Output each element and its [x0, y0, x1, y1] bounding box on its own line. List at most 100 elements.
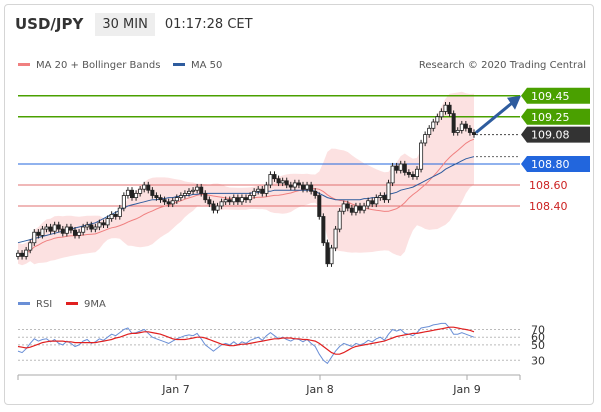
candle-body: [337, 210, 342, 230]
candle-body: [423, 134, 428, 144]
candle-body: [309, 184, 314, 192]
rsi-legend-label-1: RSI: [36, 299, 52, 310]
candle-body: [219, 201, 224, 207]
candle-body: [447, 104, 452, 114]
candle-body: [20, 252, 25, 257]
legend-swatch-1: [18, 63, 30, 66]
candle-body: [362, 205, 367, 211]
candle-body: [203, 192, 208, 201]
candle-body: [349, 207, 354, 213]
candle-body: [288, 184, 293, 188]
candle-body: [207, 199, 212, 205]
candle-body: [325, 242, 330, 265]
candle-body: [252, 190, 257, 196]
candle-body: [85, 224, 90, 228]
level-tag-3: [521, 126, 590, 143]
candle-body: [410, 174, 415, 177]
chart-header: USD/JPY 30 MIN 01:17:28 CET: [15, 10, 253, 38]
candle-body: [174, 197, 179, 202]
candle-body: [305, 184, 310, 190]
candle-body: [195, 186, 200, 191]
candle-body: [345, 203, 350, 209]
candle-body: [276, 178, 281, 184]
candle-body: [24, 249, 29, 257]
legend-label-2: MA 50: [191, 60, 222, 71]
candle-body: [427, 127, 432, 136]
candle-body: [117, 207, 122, 217]
candle-body: [36, 231, 41, 236]
rsi-tick-60: 60: [531, 331, 545, 344]
candle-body: [154, 195, 159, 198]
candle-body: [142, 184, 147, 190]
candle-body: [357, 205, 362, 211]
credit-text: Research © 2020 Trading Central: [419, 60, 586, 71]
candle-body: [341, 203, 346, 212]
candle-body: [15, 252, 20, 257]
candle-body: [56, 224, 61, 230]
candle-body: [406, 171, 411, 175]
candle-body: [166, 201, 171, 205]
candle-body: [268, 174, 273, 186]
candle-body: [366, 200, 371, 207]
candle-body: [178, 195, 183, 198]
candle-body: [68, 226, 73, 231]
candle-body: [199, 186, 204, 194]
candle-body: [138, 188, 143, 194]
candle-body: [313, 190, 318, 196]
candle-body: [64, 226, 69, 234]
candle-body: [52, 224, 57, 232]
candle-body: [97, 222, 102, 228]
candle-body: [223, 199, 228, 203]
candle-body: [32, 231, 37, 244]
candle-body: [191, 189, 196, 192]
candle-body: [40, 228, 45, 236]
candle-body: [390, 165, 395, 184]
candle-body: [471, 132, 476, 135]
candle-body: [439, 111, 444, 118]
candle-body: [77, 231, 82, 236]
candle-body: [451, 113, 456, 133]
candle-body: [101, 222, 106, 226]
candle-body: [73, 229, 78, 236]
level-tag-1: [521, 87, 590, 104]
rsi-legend-label-2: 9MA: [84, 299, 106, 310]
candle-body: [44, 226, 49, 230]
candle-body: [459, 123, 464, 131]
candle-body: [93, 226, 98, 230]
candle-body: [264, 184, 269, 194]
candle-body: [280, 180, 285, 184]
candle-body: [256, 188, 261, 192]
candle-body: [394, 165, 399, 171]
rsi-tick-30: 30: [531, 354, 545, 367]
candle-body: [414, 168, 419, 177]
level-tag-2: [521, 108, 590, 125]
candle-body: [378, 195, 383, 198]
candle-body: [317, 195, 322, 217]
candle-body: [235, 197, 240, 203]
timeframe-badge[interactable]: 30 MIN: [95, 12, 155, 36]
ma50-line: [17, 156, 475, 244]
candle-body: [300, 184, 305, 190]
candle-body: [292, 182, 297, 188]
candle-body: [443, 104, 448, 112]
candle-body: [158, 197, 163, 201]
candle-body: [113, 213, 118, 217]
x-tick-label-3: Jan 8: [305, 383, 333, 396]
legend-label-1: MA 20 + Bollinger Bands: [36, 60, 160, 71]
level-tag-label-1: 109.45: [531, 90, 570, 103]
candle-body: [150, 189, 155, 196]
candle-body: [370, 200, 375, 205]
level-label-6: 108.40: [529, 200, 568, 213]
candle-body: [467, 127, 472, 133]
currency-pair: USD/JPY: [15, 15, 84, 33]
candle-body: [329, 247, 334, 265]
candle-body: [398, 163, 403, 171]
level-tag-label-4: 108.80: [531, 158, 570, 171]
candle-body: [129, 189, 134, 198]
level-tag-label-2: 109.25: [531, 111, 570, 124]
candle-body: [463, 123, 468, 129]
candle-body: [321, 216, 326, 244]
candle-body: [109, 213, 114, 219]
candle-body: [134, 192, 139, 198]
